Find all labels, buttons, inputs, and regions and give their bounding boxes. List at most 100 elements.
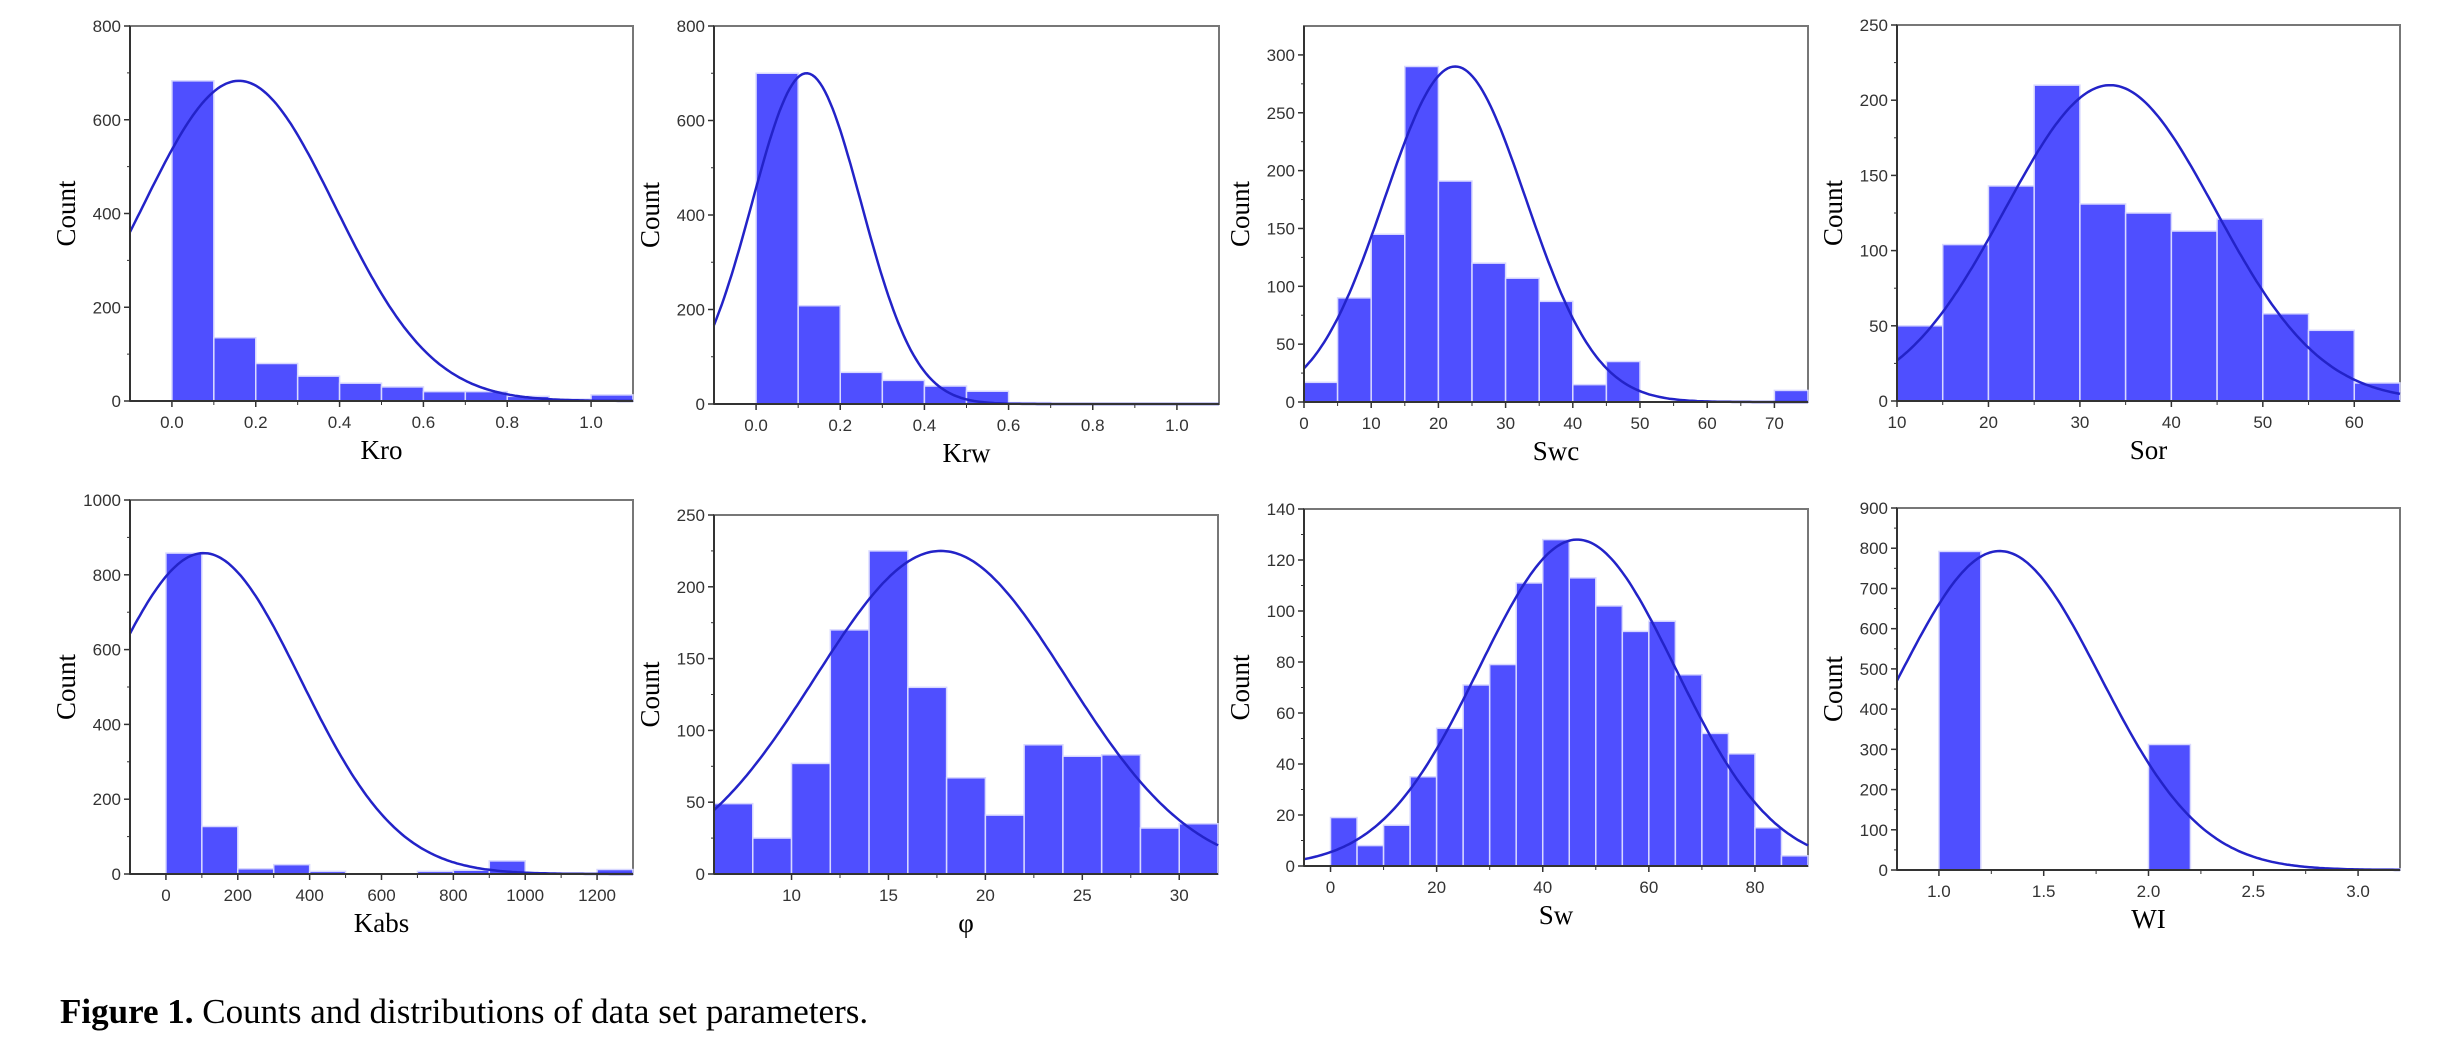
y-tick-label: 0 xyxy=(112,865,121,884)
x-tick-label: 60 xyxy=(1698,414,1717,433)
histogram-bar xyxy=(1471,262,1507,403)
x-tick-label: 25 xyxy=(1073,886,1092,905)
y-tick-label: 60 xyxy=(1276,704,1295,723)
y-tick-label: 600 xyxy=(1860,620,1888,639)
y-tick-label: 40 xyxy=(1276,755,1295,774)
histogram-bar xyxy=(1382,824,1411,867)
histogram-bar xyxy=(296,375,341,402)
y-tick-label: 100 xyxy=(1860,242,1888,261)
y-tick-label: 200 xyxy=(1267,162,1295,181)
x-axis-label: Sw xyxy=(1539,900,1574,930)
histogram-bar xyxy=(1178,822,1219,875)
y-axis-label: Count xyxy=(635,181,665,248)
histogram-bar xyxy=(1437,180,1473,403)
histogram-bar xyxy=(752,837,793,875)
y-tick-label: 0 xyxy=(1879,392,1888,411)
histogram-bar xyxy=(1938,550,1982,871)
caption-text: Counts and distributions of data set par… xyxy=(193,992,869,1031)
x-tick-label: 30 xyxy=(2070,413,2089,432)
y-tick-label: 50 xyxy=(1276,335,1295,354)
histogram-bar xyxy=(2033,84,2081,402)
histogram-bar xyxy=(1754,827,1783,867)
x-tick-label: 0.8 xyxy=(495,413,519,432)
y-tick-label: 600 xyxy=(93,641,121,660)
normal-fit-curve xyxy=(1896,83,2401,396)
histogram-bar xyxy=(1023,744,1064,875)
normal-fit-curve xyxy=(128,79,633,403)
histogram-bar xyxy=(1356,844,1385,867)
x-tick-label: 3.0 xyxy=(2346,882,2370,901)
y-tick-label: 300 xyxy=(1860,740,1888,759)
histogram-bar xyxy=(1435,727,1464,867)
histogram-bar xyxy=(1488,663,1517,867)
panel-phi: 0 50 100 150 200 250 10 15 20 25 30 φ Count xyxy=(635,506,1219,938)
x-tick-label: 70 xyxy=(1765,414,1784,433)
x-tick-label: 1.0 xyxy=(579,413,603,432)
histogram-bar xyxy=(790,762,832,875)
panel-swc: 0 50 100 150 200 250 300 0 10 20 30 40 50 60 70 Swc Coun… xyxy=(1225,25,1809,466)
y-tick-label: 100 xyxy=(1267,277,1295,296)
x-tick-label: 10 xyxy=(782,886,801,905)
panel-sw: 0 20 40 60 80 100 120 140 0 20 40 60 80 Sw Count xyxy=(1225,500,1809,930)
histogram-bar xyxy=(907,686,948,875)
caption-label: Figure 1. xyxy=(60,992,194,1031)
figure-caption: Figure 1. Counts and distributions of da… xyxy=(60,992,868,1032)
y-tick-label: 800 xyxy=(677,17,705,36)
y-tick-label: 150 xyxy=(1860,166,1888,185)
y-tick-label: 600 xyxy=(93,111,121,130)
x-tick-label: 0 xyxy=(1326,878,1335,897)
y-tick-label: 400 xyxy=(677,206,705,225)
y-axis-label: Count xyxy=(1818,655,1848,722)
x-axis-label: Kabs xyxy=(354,908,410,938)
y-tick-label: 400 xyxy=(93,205,121,224)
x-tick-label: 80 xyxy=(1745,878,1764,897)
x-tick-label: 400 xyxy=(295,886,323,905)
x-axis-label: Krw xyxy=(943,438,991,468)
y-axis-label: Count xyxy=(51,180,81,247)
histogram-bar xyxy=(1404,65,1440,403)
y-tick-label: 500 xyxy=(1860,660,1888,679)
histogram-bar xyxy=(1541,538,1571,867)
histogram-bar xyxy=(1515,582,1544,867)
histogram-bar xyxy=(797,304,842,405)
histogram-bar xyxy=(839,371,884,405)
x-tick-label: 20 xyxy=(1429,414,1448,433)
histogram-bar xyxy=(2216,218,2264,402)
x-tick-label: 20 xyxy=(1427,878,1446,897)
x-tick-label: 30 xyxy=(1170,886,1189,905)
y-tick-label: 140 xyxy=(1267,500,1295,519)
panel-krw: 0 200 400 600 800 0.0 0.2 0.4 0.6 0.8 1.0 Krw Count xyxy=(635,17,1220,468)
y-tick-label: 50 xyxy=(1869,317,1888,336)
y-tick-label: 20 xyxy=(1276,806,1295,825)
x-axis-label: φ xyxy=(958,908,974,938)
x-tick-label: 0.0 xyxy=(744,416,768,435)
y-tick-label: 250 xyxy=(677,506,705,525)
histogram-bar xyxy=(1336,297,1372,403)
histogram-bar xyxy=(2079,203,2127,402)
y-tick-label: 100 xyxy=(1267,602,1295,621)
histogram-bar xyxy=(272,863,311,875)
normal-fit-curve xyxy=(1303,538,1809,861)
y-tick-label: 400 xyxy=(93,715,121,734)
y-tick-label: 0 xyxy=(1286,857,1295,876)
histogram-bar xyxy=(201,825,239,875)
histogram-bar xyxy=(1780,855,1809,867)
x-tick-label: 2.5 xyxy=(2241,882,2265,901)
histogram-bar xyxy=(165,552,203,875)
histogram-bar xyxy=(1701,732,1730,867)
y-tick-label: 800 xyxy=(93,17,121,36)
y-tick-label: 0 xyxy=(1879,861,1888,880)
y-tick-label: 200 xyxy=(93,790,121,809)
y-tick-label: 600 xyxy=(677,112,705,131)
normal-fit-curve xyxy=(713,549,1219,847)
y-axis-label: Count xyxy=(1225,180,1255,247)
y-axis-label: Count xyxy=(635,661,665,728)
x-tick-label: 60 xyxy=(2345,413,2364,432)
histogram-bar xyxy=(422,390,467,402)
histogram-bar xyxy=(1621,630,1650,867)
x-tick-label: 0.4 xyxy=(913,416,937,435)
x-tick-label: 50 xyxy=(1631,414,1650,433)
x-tick-label: 0 xyxy=(161,886,170,905)
x-tick-label: 1000 xyxy=(506,886,544,905)
